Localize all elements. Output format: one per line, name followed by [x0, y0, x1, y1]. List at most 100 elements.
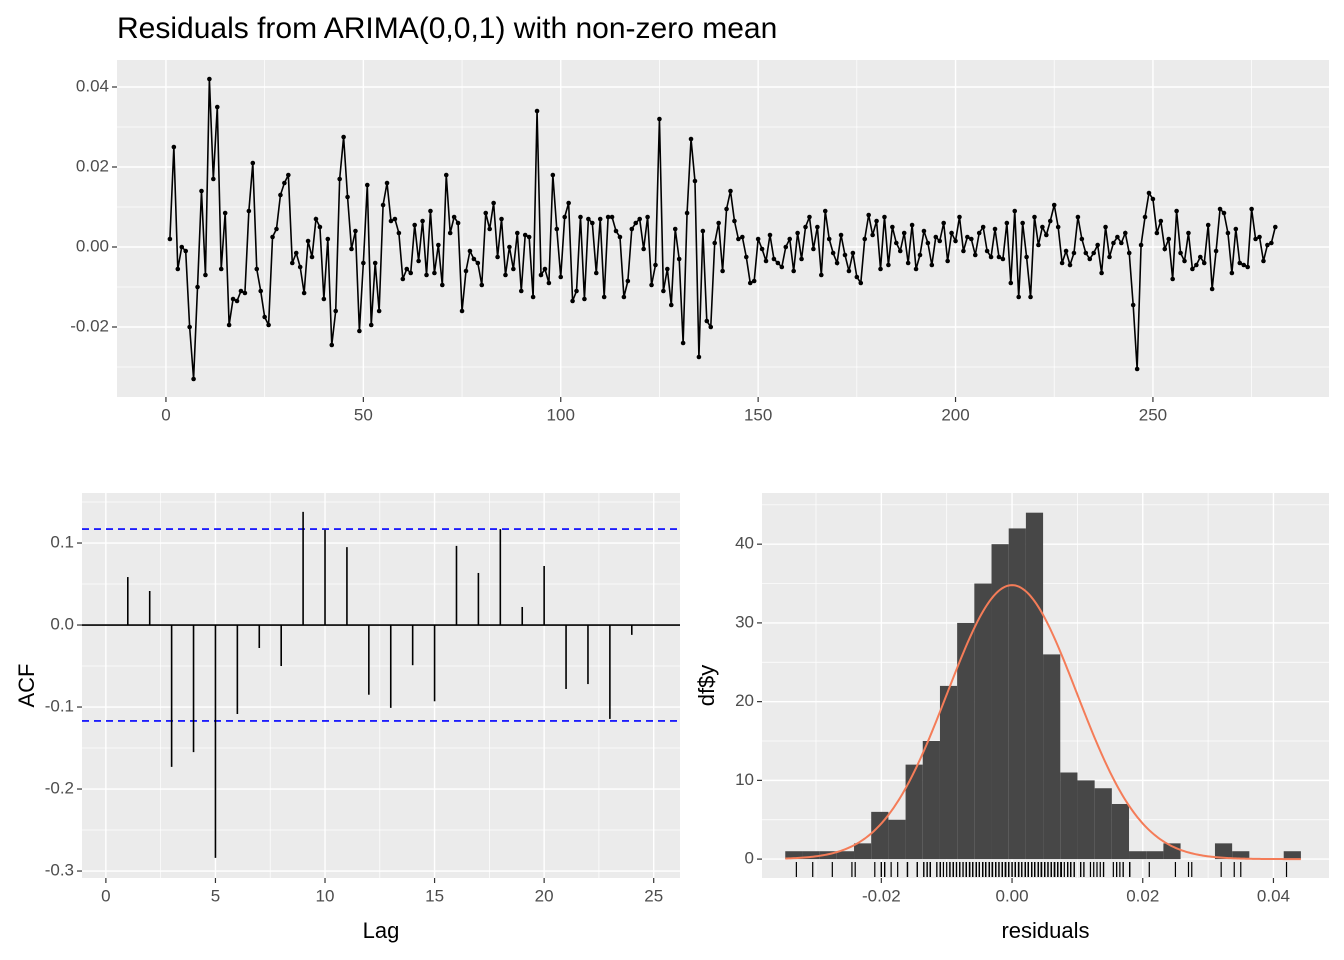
- point: [637, 216, 642, 222]
- x-tick-label: -0.02: [862, 886, 901, 905]
- point: [325, 236, 331, 242]
- point: [929, 262, 935, 268]
- point: [649, 282, 654, 288]
- point: [1154, 230, 1160, 236]
- point: [897, 248, 903, 254]
- point: [917, 252, 923, 258]
- histogram-bar: [1043, 654, 1061, 860]
- point: [815, 224, 820, 230]
- histogram-bar: [1094, 788, 1112, 860]
- point: [1257, 234, 1262, 240]
- point: [1032, 214, 1037, 220]
- point: [1036, 242, 1041, 248]
- point: [301, 290, 307, 296]
- point: [491, 200, 496, 206]
- point: [1091, 250, 1097, 256]
- point: [305, 238, 311, 244]
- point: [704, 318, 710, 324]
- point: [783, 244, 789, 250]
- histogram-bar: [991, 544, 1009, 860]
- point: [1016, 294, 1021, 300]
- x-tick-label: 200: [941, 405, 969, 424]
- histogram-bar: [1129, 851, 1147, 860]
- point: [949, 230, 954, 236]
- point: [1194, 262, 1199, 268]
- point: [226, 322, 232, 328]
- point: [665, 266, 670, 272]
- y-tick-label: 0.1: [50, 533, 74, 552]
- point: [672, 226, 678, 232]
- point: [842, 252, 848, 258]
- point: [1044, 232, 1049, 238]
- chart-title: Residuals from ARIMA(0,0,1) with non-zer…: [117, 12, 777, 45]
- point: [1229, 270, 1235, 276]
- point: [526, 234, 532, 240]
- point: [183, 248, 188, 254]
- point: [357, 328, 362, 334]
- point: [1004, 220, 1010, 226]
- point: [436, 242, 441, 248]
- x-tick-label: 5: [211, 886, 220, 905]
- point: [211, 176, 216, 182]
- x-tick-label: 25: [644, 886, 663, 905]
- point: [329, 342, 335, 348]
- point: [1205, 222, 1211, 228]
- point: [515, 230, 520, 236]
- point: [976, 230, 982, 236]
- point: [349, 246, 354, 252]
- histogram-bar: [1283, 851, 1301, 860]
- y-tick-label: 0: [745, 849, 754, 868]
- point: [234, 298, 240, 304]
- histogram-bar: [871, 811, 889, 860]
- point: [420, 218, 425, 224]
- point: [191, 376, 196, 382]
- point: [546, 280, 552, 286]
- point: [661, 288, 666, 294]
- histogram-bar: [836, 851, 855, 860]
- y-axis-title: ACF: [14, 664, 39, 708]
- point: [1201, 260, 1207, 266]
- y-tick-label: 40: [735, 534, 754, 553]
- point: [554, 226, 560, 232]
- point: [562, 214, 567, 220]
- point: [530, 294, 536, 300]
- point: [795, 230, 800, 236]
- point: [680, 340, 686, 346]
- point: [574, 288, 579, 294]
- point: [167, 236, 173, 242]
- point: [597, 216, 603, 222]
- point: [953, 238, 958, 244]
- point: [578, 214, 583, 220]
- point: [605, 214, 611, 220]
- point: [376, 308, 382, 314]
- histogram-bar: [1008, 528, 1026, 860]
- point: [613, 228, 619, 234]
- x-axis-title: Lag: [363, 918, 400, 943]
- point: [1269, 240, 1274, 246]
- point: [1079, 236, 1085, 242]
- point: [787, 236, 793, 242]
- point: [688, 136, 694, 142]
- point: [1095, 242, 1100, 248]
- point: [459, 308, 465, 314]
- point: [1115, 234, 1120, 240]
- point: [440, 282, 445, 288]
- point: [941, 220, 946, 226]
- point: [250, 160, 256, 166]
- point: [321, 296, 327, 302]
- point: [333, 308, 339, 314]
- point: [1024, 254, 1029, 260]
- point: [609, 214, 615, 220]
- histogram-bar: [1232, 851, 1250, 860]
- point: [1028, 294, 1033, 300]
- point: [736, 236, 741, 242]
- panel-background: [82, 493, 680, 878]
- point: [238, 288, 244, 294]
- point: [412, 222, 417, 228]
- x-tick-label: 250: [1139, 405, 1167, 424]
- point: [282, 180, 287, 186]
- point: [550, 172, 556, 178]
- histogram-bar: [1025, 512, 1044, 860]
- y-tick-label: 10: [735, 770, 754, 789]
- point: [724, 206, 729, 212]
